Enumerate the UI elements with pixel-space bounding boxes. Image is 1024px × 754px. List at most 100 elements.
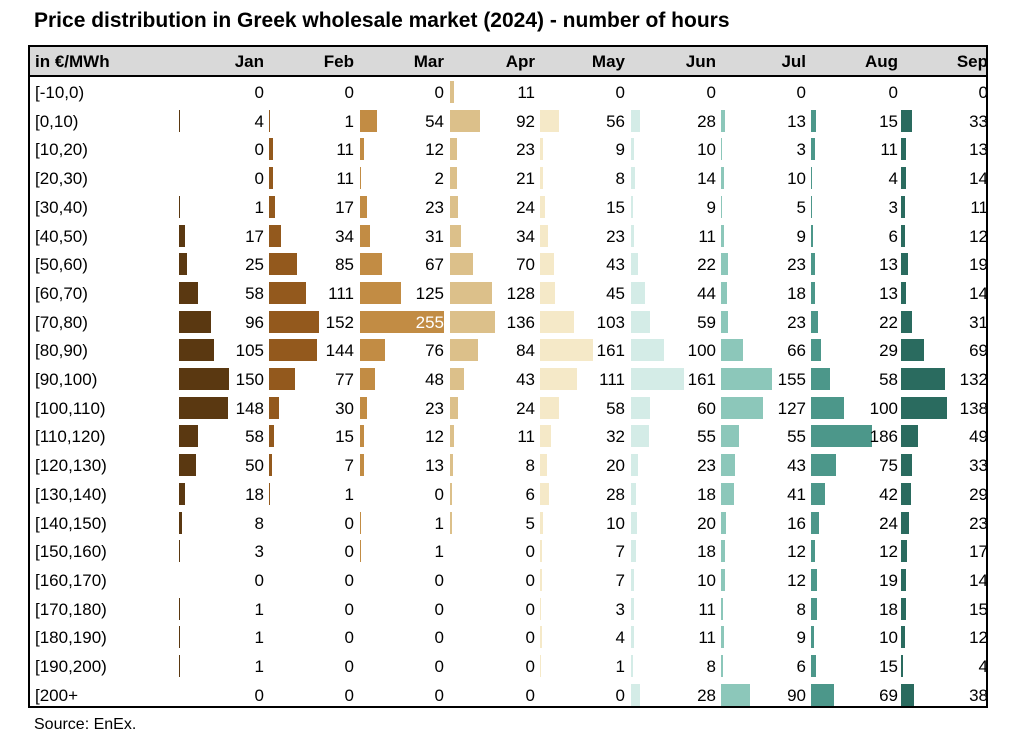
- value-label: 15: [969, 599, 988, 619]
- bar-feb: [269, 167, 273, 190]
- bar-jan: [179, 482, 185, 505]
- bar-aug: [811, 138, 815, 161]
- bar-jun: [630, 195, 634, 218]
- bin-label: [30,40): [35, 197, 88, 217]
- bar-aug: [811, 253, 816, 276]
- value-label: 3: [796, 140, 806, 160]
- value-label: 3: [615, 599, 625, 619]
- value-label: 255: [415, 312, 444, 332]
- bar-jul: [720, 138, 722, 161]
- value-label: 125: [415, 283, 444, 303]
- bar-mar: [359, 253, 382, 276]
- bar-sep: [901, 310, 912, 333]
- bin-label: [160,170): [35, 570, 107, 590]
- value-label: 100: [869, 398, 898, 418]
- value-label: 12: [425, 427, 444, 447]
- value-label: 45: [606, 283, 625, 303]
- value-label: 22: [879, 312, 898, 332]
- month-header-feb: Feb: [323, 52, 354, 71]
- bar-mar: [359, 138, 364, 161]
- table-header: in €/MWh Jan Feb Mar Apr May Jun Jul Aug Sep: [30, 47, 988, 77]
- bar-mar: [359, 195, 368, 218]
- bar-jun: [630, 109, 640, 132]
- bin-label: [60,70): [35, 283, 88, 303]
- value-label: 17: [335, 197, 354, 217]
- bin-label: [90,100): [35, 370, 98, 389]
- value-label: 13: [969, 140, 988, 160]
- bar-may: [540, 368, 577, 390]
- bar-jul: [720, 655, 723, 677]
- month-header-jun: Jun: [685, 52, 716, 71]
- bin-label: [40,50): [35, 226, 88, 246]
- value-label: 19: [969, 255, 988, 275]
- value-label: 18: [787, 283, 806, 303]
- bin-label: [130,140): [35, 484, 107, 504]
- value-label: 48: [425, 370, 444, 389]
- value-label: 186: [869, 427, 898, 447]
- value-label: 155: [777, 370, 806, 389]
- bar-may: [540, 167, 543, 190]
- value-label: 14: [697, 169, 716, 189]
- bar-jan: [179, 109, 181, 132]
- value-label: 0: [254, 83, 264, 102]
- bar-aug: [811, 482, 825, 505]
- bar-jul: [720, 626, 724, 649]
- bar-aug: [811, 310, 819, 333]
- value-label: 0: [434, 570, 444, 590]
- source-note: Source: EnEx.: [34, 716, 137, 733]
- value-label: 150: [235, 370, 264, 389]
- value-label: 85: [335, 255, 354, 275]
- value-label: 4: [978, 657, 988, 676]
- bar-feb: [269, 425, 275, 448]
- bar-sep: [901, 511, 909, 534]
- bar-apr: [449, 195, 458, 218]
- value-label: 67: [425, 255, 444, 275]
- bar-aug: [811, 655, 817, 677]
- bar-jan: [179, 425, 199, 448]
- bar-mar: [359, 454, 364, 477]
- value-label: 44: [697, 283, 716, 303]
- value-label: 4: [254, 111, 264, 131]
- value-label: 76: [425, 341, 444, 361]
- value-label: 152: [325, 312, 354, 332]
- value-label: 12: [787, 542, 806, 562]
- bar-feb: [269, 310, 320, 333]
- bar-jun: [630, 568, 634, 591]
- value-label: 58: [879, 370, 898, 389]
- bar-mar: [359, 109, 378, 132]
- value-label: 8: [796, 599, 806, 619]
- bar-aug: [811, 511, 819, 534]
- value-label: 12: [787, 570, 806, 590]
- bar-apr: [449, 281, 493, 304]
- bar-jul: [720, 540, 725, 563]
- value-label: 38: [969, 685, 988, 705]
- value-label: 8: [706, 657, 716, 676]
- value-label: 11: [698, 226, 716, 246]
- value-label: 10: [879, 628, 898, 648]
- value-label: 20: [606, 456, 625, 476]
- bar-sep: [901, 368, 945, 390]
- value-label: 23: [516, 140, 535, 160]
- bar-feb: [269, 454, 272, 477]
- bin-label: [110,120): [35, 427, 106, 447]
- value-label: 18: [245, 484, 264, 504]
- value-label: 69: [879, 685, 898, 705]
- value-label: 4: [888, 169, 898, 189]
- value-label: 42: [879, 484, 898, 504]
- bar-jun: [630, 425, 649, 448]
- bar-feb: [269, 368, 295, 390]
- bar-may: [540, 540, 543, 563]
- value-label: 12: [969, 226, 988, 246]
- bar-mar: [359, 368, 376, 390]
- value-label: 75: [879, 456, 898, 476]
- bin-label: [150,160): [35, 542, 107, 562]
- value-label: 11: [698, 599, 716, 619]
- value-label: 0: [525, 599, 535, 619]
- bar-jan: [179, 540, 180, 563]
- value-label: 9: [796, 226, 806, 246]
- bar-may: [540, 138, 544, 161]
- value-label: 103: [596, 312, 625, 332]
- value-label: 128: [506, 283, 535, 303]
- bar-apr: [449, 109, 481, 132]
- value-label: 3: [254, 542, 264, 562]
